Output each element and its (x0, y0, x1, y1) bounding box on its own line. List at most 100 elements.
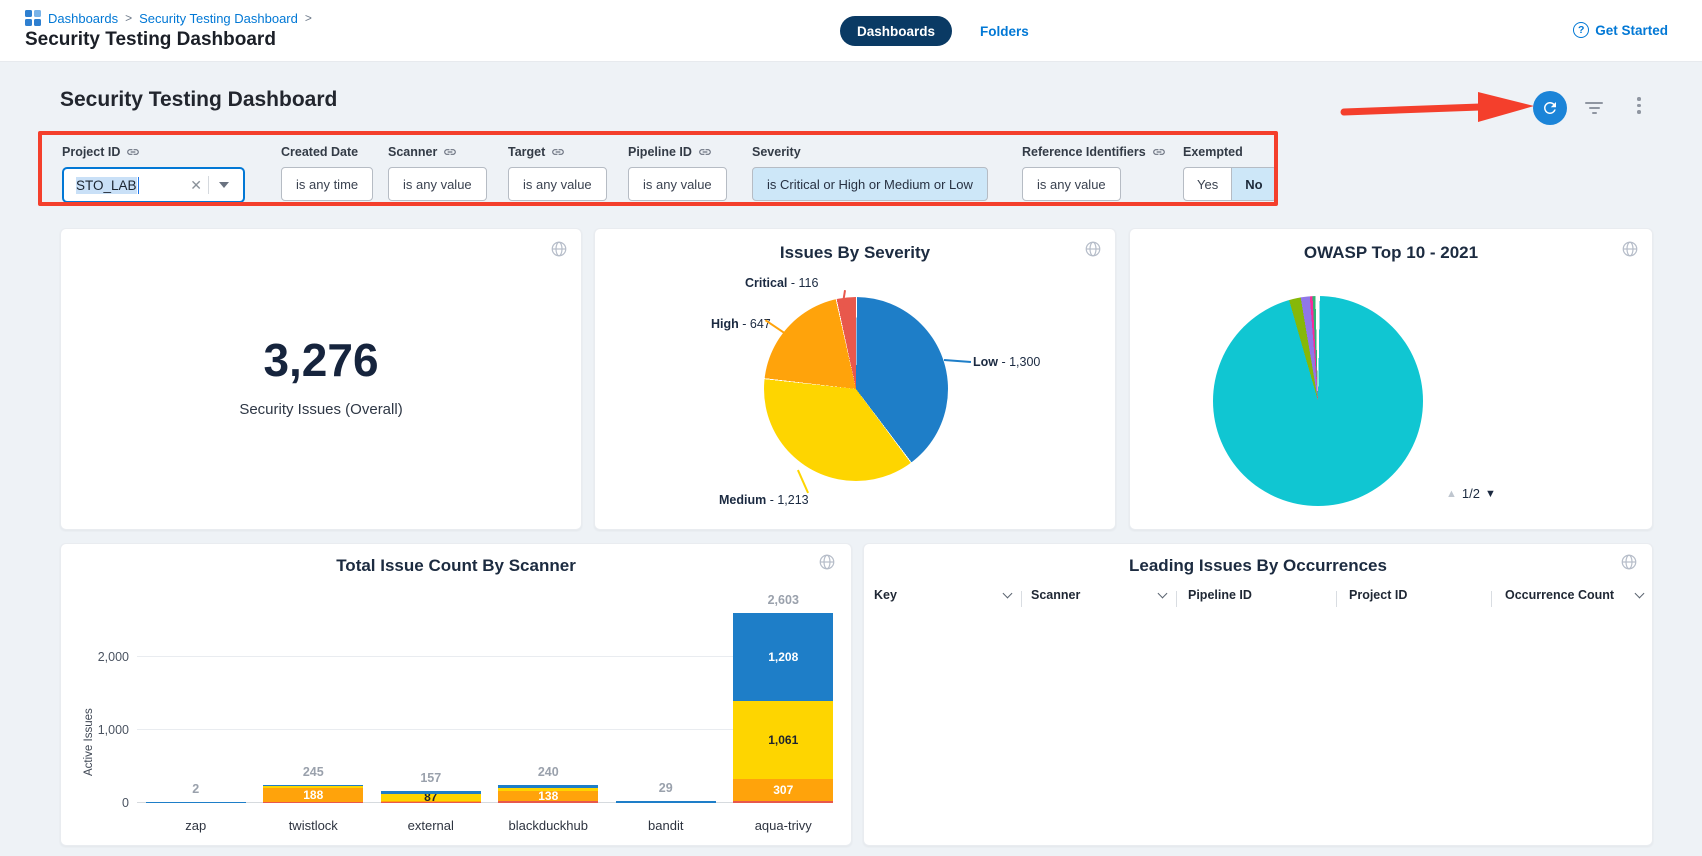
page-down-icon[interactable]: ▼ (1485, 488, 1496, 500)
bar-segment (498, 785, 598, 787)
card-total-issue-count-by-scanner: Total Issue Count By Scanner Active Issu… (60, 543, 852, 846)
card-leading-issues-by-occurrences: Leading Issues By Occurrences Key Scanne… (863, 543, 1653, 846)
x-category-label: twistlock (255, 818, 373, 833)
clear-icon[interactable]: ✕ (184, 177, 208, 194)
stat-label: Security Issues (Overall) (61, 401, 581, 418)
filter-label: Pipeline ID (628, 145, 692, 159)
pie-pagination: ▲ 1/2 ▼ (1446, 486, 1496, 501)
refresh-button[interactable] (1533, 91, 1567, 125)
pie-label-critical: Critical - 116 (745, 276, 818, 290)
refresh-icon (1541, 99, 1559, 117)
chart-title: Issues By Severity (595, 243, 1115, 263)
top-header: Dashboards > Security Testing Dashboard … (0, 0, 1702, 62)
filter-label: Target (508, 145, 545, 159)
exempted-no-button[interactable]: No (1231, 167, 1276, 201)
globe-icon[interactable] (1620, 553, 1638, 576)
bar-segment: 1,061 (733, 701, 833, 778)
tab-dashboards[interactable]: Dashboards (840, 16, 952, 46)
bar-segment: 1,208 (733, 613, 833, 701)
breadcrumb-separator: > (305, 11, 312, 25)
column-header-key[interactable]: Key (874, 588, 1021, 602)
filter-label: Created Date (281, 145, 358, 159)
filter-severity: Severity is Critical or High or Medium o… (752, 145, 988, 201)
severity-button[interactable]: is Critical or High or Medium or Low (752, 167, 988, 201)
pipeline-id-button[interactable]: is any value (628, 167, 727, 201)
owasp-pie-chart (1213, 296, 1423, 506)
filter-scanner: Scanner is any value (388, 145, 487, 201)
bar-segment (263, 802, 363, 803)
page-up-icon[interactable]: ▲ (1446, 488, 1457, 500)
breadcrumb: Dashboards > Security Testing Dashboard … (25, 10, 312, 26)
column-header-scanner[interactable]: Scanner (1031, 588, 1176, 602)
filter-label: Reference Identifiers (1022, 145, 1146, 159)
get-started-link[interactable]: ? Get Started (1573, 22, 1668, 38)
globe-icon[interactable] (1621, 240, 1639, 263)
bar-segment (263, 785, 363, 786)
filter-list-icon[interactable] (1584, 102, 1604, 117)
exempted-toggle: Yes No (1183, 167, 1277, 201)
bar-segment (381, 791, 481, 794)
link-icon (551, 145, 565, 159)
leader-line-low (944, 359, 971, 363)
bar-chart: 01,0002,0002zap188245twistlock87157exter… (137, 588, 827, 803)
pie-label-low: Low - 1,300 (973, 355, 1040, 369)
link-icon (443, 145, 457, 159)
bar-segment (616, 801, 716, 803)
x-category-label: zap (137, 818, 255, 833)
bar-segment (498, 788, 598, 791)
dashboard-heading: Security Testing Dashboard (60, 88, 337, 112)
severity-pie-chart (764, 297, 948, 481)
filter-pipeline-id: Pipeline ID is any value (628, 145, 727, 201)
column-header-occurrence-count[interactable]: Occurrence Count (1505, 588, 1645, 602)
text-cursor (138, 177, 140, 194)
globe-icon[interactable] (550, 240, 568, 263)
x-category-label: bandit (607, 818, 725, 833)
breadcrumb-dashboards[interactable]: Dashboards (48, 11, 118, 26)
bar-segment: 87 (381, 794, 481, 800)
dropdown-caret-icon[interactable] (219, 182, 229, 188)
page-title: Security Testing Dashboard (25, 29, 276, 51)
filter-label: Severity (752, 145, 801, 159)
kebab-menu-icon[interactable] (1632, 97, 1646, 117)
exempted-yes-button[interactable]: Yes (1183, 167, 1231, 201)
page-indicator: 1/2 (1462, 486, 1480, 501)
y-tick-label: 0 (73, 796, 129, 810)
filter-label: Scanner (388, 145, 437, 159)
card-owasp-top10: OWASP Top 10 - 2021 ▲ 1/2 ▼ (1129, 228, 1653, 530)
filter-label: Project ID (62, 145, 120, 159)
header-tabs: Dashboards Folders (840, 16, 1029, 46)
dashboards-grid-icon (25, 10, 41, 26)
globe-icon[interactable] (818, 553, 836, 576)
stat-value: 3,276 (61, 333, 581, 387)
bar-total-label: 2 (146, 782, 246, 796)
chart-title: OWASP Top 10 - 2021 (1130, 243, 1652, 263)
y-tick-label: 1,000 (73, 723, 129, 737)
card-security-issues-overall: 3,276 Security Issues (Overall) (60, 228, 582, 530)
scanner-button[interactable]: is any value (388, 167, 487, 201)
gridline (137, 656, 827, 657)
help-circle-icon: ? (1573, 22, 1589, 38)
created-date-button[interactable]: is any time (281, 167, 373, 201)
target-button[interactable]: is any value (508, 167, 607, 201)
x-category-label: aqua-trivy (725, 818, 843, 833)
link-icon (698, 145, 712, 159)
reference-identifiers-button[interactable]: is any value (1022, 167, 1121, 201)
y-axis-title: Active Issues (83, 708, 95, 776)
chart-title: Total Issue Count By Scanner (61, 556, 851, 576)
leader-line-medium (797, 470, 809, 494)
bar-total-label: 245 (263, 765, 363, 779)
breadcrumb-current[interactable]: Security Testing Dashboard (139, 11, 298, 26)
bar-segment (733, 801, 833, 803)
column-header-pipeline-id[interactable]: Pipeline ID (1188, 588, 1336, 602)
y-tick-label: 2,000 (73, 650, 129, 664)
filter-project-id: Project ID STO_LAB ✕ (62, 145, 245, 203)
project-id-input[interactable]: STO_LAB ✕ (62, 167, 245, 203)
table-body-empty (864, 616, 1652, 845)
globe-icon[interactable] (1084, 240, 1102, 263)
filter-label: Exempted (1183, 145, 1243, 159)
tab-folders[interactable]: Folders (980, 24, 1029, 39)
table-header: Key Scanner Pipeline ID Project ID Occur… (864, 588, 1652, 614)
column-header-project-id[interactable]: Project ID (1349, 588, 1491, 602)
sort-chevron-icon (1635, 588, 1645, 598)
sort-chevron-icon (1158, 588, 1168, 598)
